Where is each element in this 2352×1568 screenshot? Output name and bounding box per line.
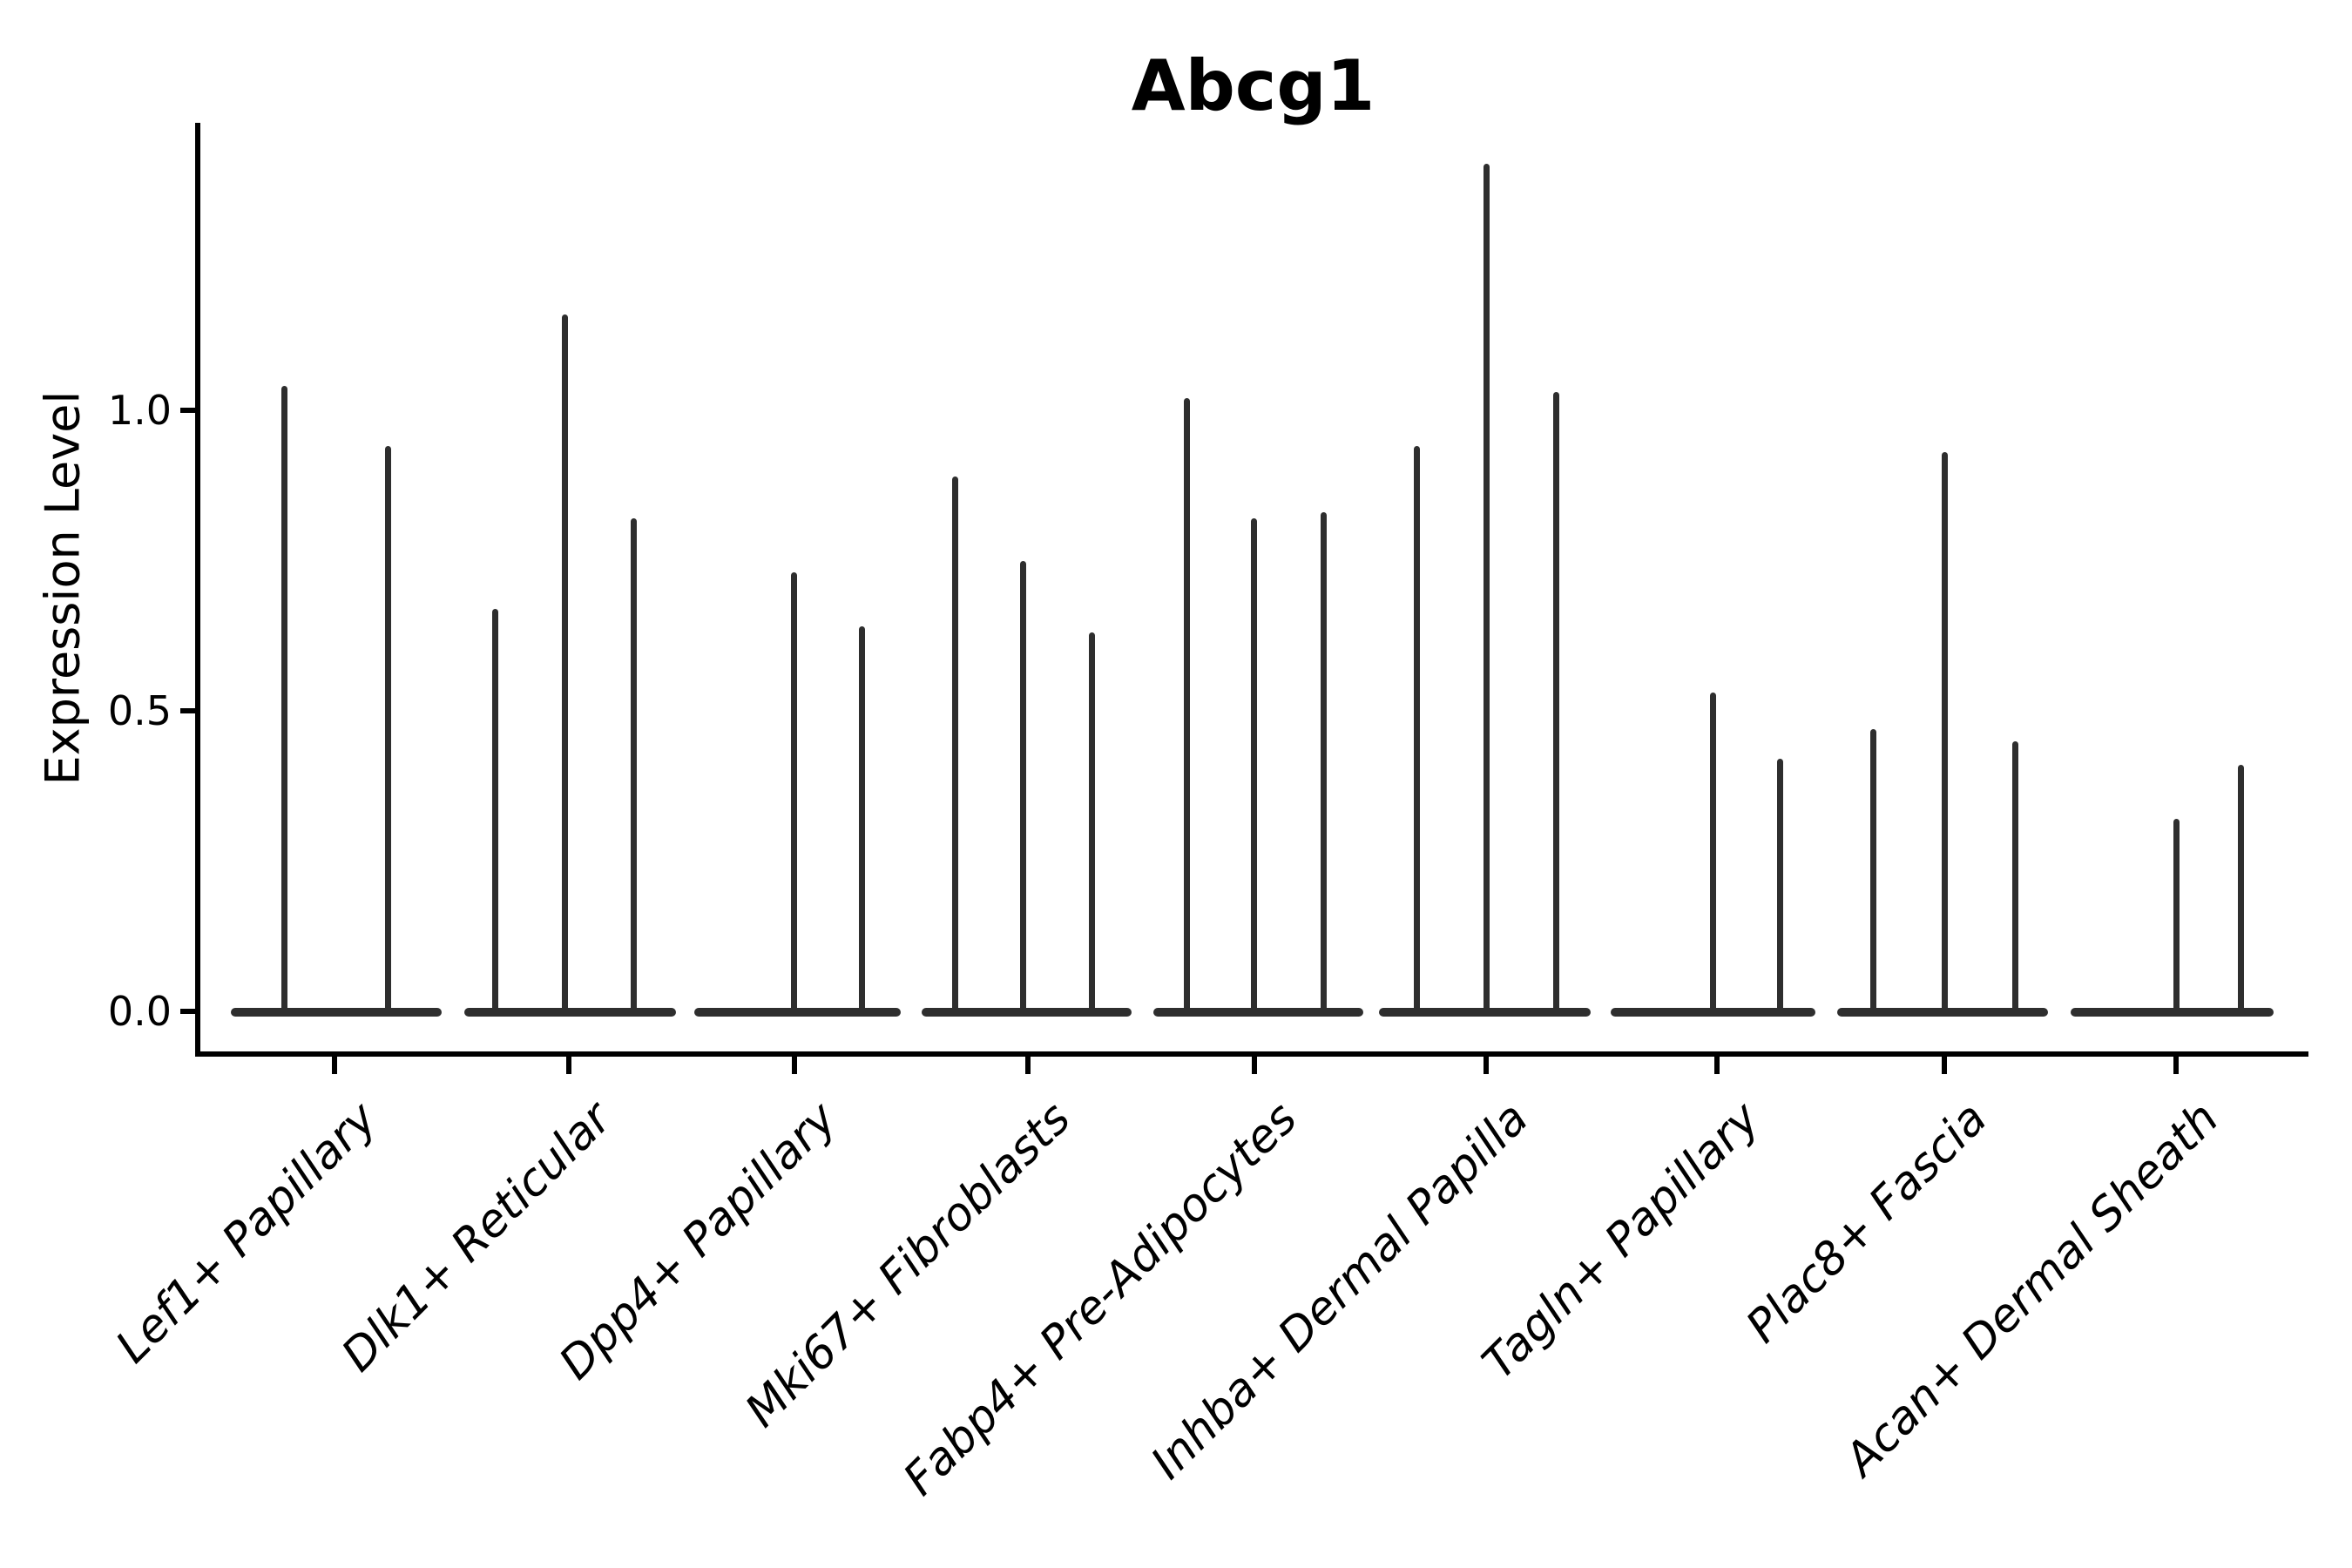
violin-spike bbox=[384, 446, 391, 1015]
violin-spike bbox=[1019, 560, 1026, 1015]
x-tick-mark bbox=[1025, 1056, 1031, 1074]
violin-spike bbox=[2173, 819, 2180, 1015]
y-tick-label: 1.0 bbox=[107, 387, 172, 434]
plot-title: Abcg1 bbox=[1131, 45, 1375, 126]
y-tick-label: 0.0 bbox=[107, 988, 172, 1035]
x-tick-mark bbox=[566, 1056, 571, 1074]
violin-spike bbox=[1709, 693, 1716, 1015]
x-tick-mark bbox=[1484, 1056, 1489, 1074]
violin-baseline bbox=[464, 1008, 676, 1017]
x-tick-mark bbox=[332, 1056, 337, 1074]
violin-spike bbox=[858, 626, 865, 1015]
violin-spike bbox=[951, 476, 958, 1015]
violin-spike bbox=[1088, 632, 1095, 1015]
violin-baseline bbox=[694, 1008, 901, 1017]
y-tick-label: 0.5 bbox=[107, 687, 172, 734]
violin-spike bbox=[790, 572, 797, 1015]
y-axis-spine bbox=[195, 123, 200, 1057]
violin-spike bbox=[1552, 392, 1559, 1015]
violin-spike bbox=[1483, 164, 1490, 1015]
violin-spike bbox=[1413, 446, 1420, 1015]
violin-spike bbox=[1250, 518, 1257, 1015]
y-tick-mark bbox=[180, 708, 198, 713]
x-tick-label: Plac8+ Fascia bbox=[1736, 1092, 1997, 1354]
x-tick-mark bbox=[1252, 1056, 1257, 1074]
x-tick-mark bbox=[1714, 1056, 1720, 1074]
x-tick-label: Inhba+ Dermal Papilla bbox=[1141, 1092, 1539, 1490]
violin-baseline bbox=[922, 1008, 1132, 1017]
x-tick-mark bbox=[2173, 1056, 2179, 1074]
violin-baseline bbox=[2071, 1008, 2274, 1017]
violin-spike bbox=[1869, 728, 1876, 1015]
violin-spike bbox=[1941, 452, 1948, 1015]
violin-baseline bbox=[1153, 1008, 1363, 1017]
y-tick-mark bbox=[180, 408, 198, 413]
violin-spike bbox=[2011, 740, 2018, 1015]
x-axis-spine bbox=[195, 1051, 2308, 1057]
x-tick-mark bbox=[1942, 1056, 1947, 1074]
y-tick-mark bbox=[180, 1009, 198, 1014]
violin-spike bbox=[1776, 759, 1783, 1015]
violin-spike bbox=[2237, 765, 2244, 1015]
violin-spike bbox=[561, 314, 568, 1015]
x-tick-label: Fabp4+ Pre-Adipocytes bbox=[893, 1092, 1308, 1506]
violin-spike bbox=[280, 386, 287, 1015]
violin-spike bbox=[491, 608, 498, 1015]
violin-spike bbox=[630, 518, 637, 1015]
x-tick-mark bbox=[792, 1056, 797, 1074]
x-tick-label: Acan+ Dermal Sheath bbox=[1835, 1092, 2229, 1486]
violin-spike bbox=[1320, 512, 1327, 1015]
violin-baseline bbox=[231, 1008, 442, 1017]
violin-spike bbox=[1183, 398, 1190, 1015]
